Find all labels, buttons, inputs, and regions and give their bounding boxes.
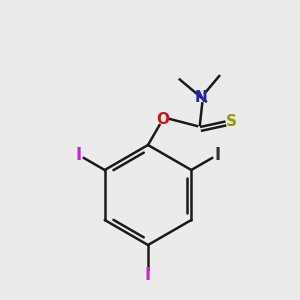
Text: N: N bbox=[195, 90, 208, 105]
Text: I: I bbox=[76, 146, 82, 164]
Text: I: I bbox=[214, 146, 220, 164]
Text: I: I bbox=[145, 266, 151, 284]
Text: S: S bbox=[226, 114, 237, 129]
Text: O: O bbox=[157, 112, 169, 127]
